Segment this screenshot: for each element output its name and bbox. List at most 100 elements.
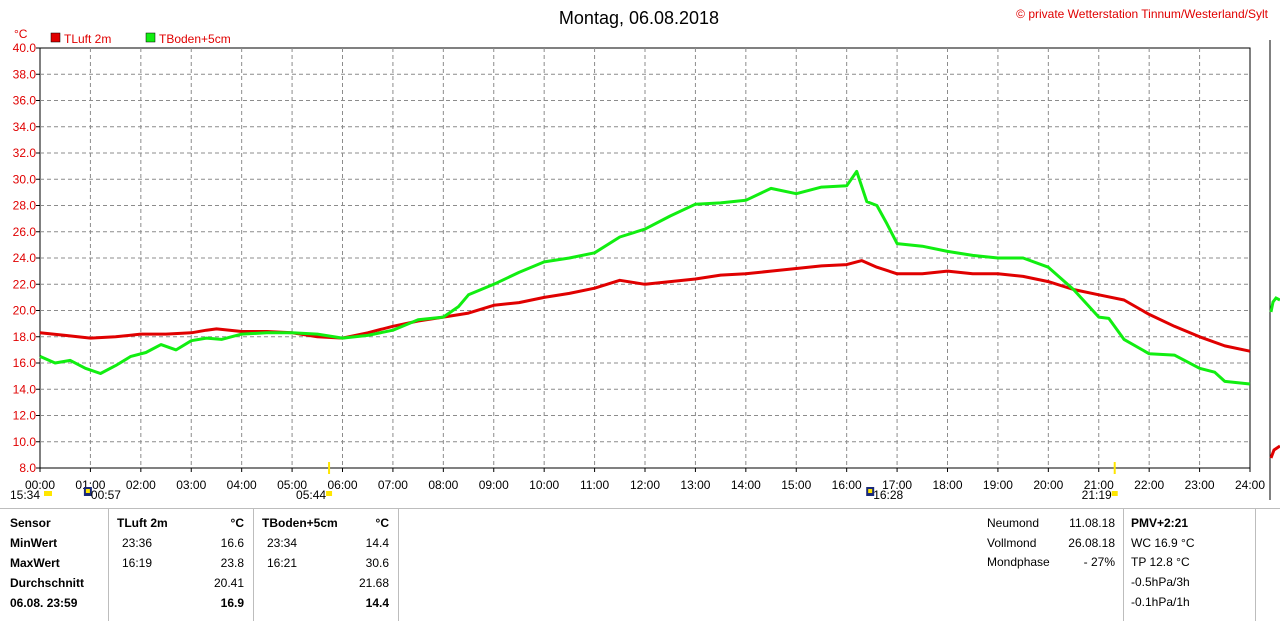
luft-avg: 20.41 — [213, 576, 244, 590]
pmv-pressure-3h: -0.5hPa/3h — [1131, 575, 1190, 589]
stats-divider-3 — [398, 508, 399, 621]
legend-swatch-luft — [50, 32, 61, 43]
luft-min-time: 23:36 — [122, 536, 153, 550]
chart-title: Montag, 06.08.2018 — [559, 8, 719, 28]
y-tick-label: 32.0 — [13, 146, 37, 160]
stats-divider-5 — [1255, 508, 1256, 621]
event-time-label: 00:57 — [91, 488, 121, 502]
x-tick-label: 06:00 — [327, 478, 357, 492]
x-tick-label: 09:00 — [479, 478, 509, 492]
luft-min-val: 16.6 — [220, 536, 244, 550]
grid — [40, 48, 1250, 468]
event-marker-moon: 16:28 — [866, 487, 904, 502]
x-tick-label: 14:00 — [731, 478, 761, 492]
sun-marker-icon — [44, 491, 52, 496]
x-tick-label: 10:00 — [529, 478, 559, 492]
event-time-label: 21:19 — [1082, 488, 1112, 502]
y-tick-label: 14.0 — [13, 382, 37, 396]
pmv-pressure-1h: -0.1hPa/1h — [1131, 595, 1190, 609]
event-time-label: 15:34 — [10, 488, 40, 502]
event-time-label: 16:28 — [873, 488, 903, 502]
y-tick-label: 36.0 — [13, 94, 37, 108]
event-time-label: 05:44 — [296, 488, 326, 502]
x-tick-label: 04:00 — [227, 478, 257, 492]
boden-min-time: 23:34 — [267, 536, 298, 550]
stats-min-label: MinWert — [10, 536, 58, 550]
x-tick-label: 17:00 — [882, 478, 912, 492]
right-edge-strip — [1269, 40, 1280, 500]
vollmond-label: Vollmond — [987, 536, 1037, 550]
neumond-label: Neumond — [987, 516, 1040, 530]
event-marker-sunset: 21:19 — [1082, 462, 1118, 502]
series-lines — [39, 169, 1251, 386]
y-tick-label: 10.0 — [13, 435, 37, 449]
sun-moon-events: 15:34 00:57 05:44 16:28 21:19 — [10, 462, 1118, 502]
y-tick-label: 30.0 — [13, 172, 37, 186]
x-tick-label: 01:00 — [75, 478, 105, 492]
luft-current: 16.9 — [220, 596, 244, 610]
x-tick-label: 02:00 — [126, 478, 156, 492]
pmv-wc: WC 16.9 °C — [1131, 536, 1195, 550]
y-axis: 8.0 10.0 12.0 14.0 16.0 18.0 20.0 22.0 24.0 26.0 2… — [13, 41, 40, 475]
y-tick-label: 24.0 — [13, 251, 37, 265]
event-marker-sunset-prev: 15:34 — [10, 488, 52, 502]
y-tick-label: 16.0 — [13, 356, 37, 370]
stats-avg-label: Durchschnitt — [10, 576, 85, 590]
boden-max-time: 16:21 — [267, 556, 298, 570]
x-tick-label: 07:00 — [378, 478, 408, 492]
y-unit-label: °C — [14, 27, 28, 41]
y-tick-label: 12.0 — [13, 409, 37, 423]
y-tick-label: 34.0 — [13, 120, 37, 134]
legend-label-luft: TLuft 2m — [64, 32, 111, 46]
x-tick-label: 21:00 — [1084, 478, 1114, 492]
x-tick-label: 16:00 — [832, 478, 862, 492]
luft-name: TLuft 2m — [117, 516, 168, 530]
boden-max-val: 30.6 — [365, 556, 389, 570]
stats-divider-1 — [108, 508, 109, 621]
vollmond-date: 26.08.18 — [1068, 536, 1115, 550]
y-tick-label: 40.0 — [13, 41, 37, 55]
boden-name: TBoden+5cm — [262, 516, 338, 530]
x-tick-label: 18:00 — [932, 478, 962, 492]
x-axis: 00:00 01:00 02:00 03:00 04:00 05:00 06:00 07:00… — [25, 468, 1265, 492]
mondphase-value: - 27% — [1083, 555, 1115, 569]
stats-date-label: 06.08. 23:59 — [10, 596, 78, 610]
x-tick-label: 15:00 — [781, 478, 811, 492]
boden-avg: 21.68 — [358, 576, 389, 590]
pmv-title: PMV+2:21 — [1131, 516, 1189, 530]
luft-unit: °C — [230, 516, 244, 530]
x-tick-label: 24:00 — [1235, 478, 1265, 492]
y-tick-label: 28.0 — [13, 199, 37, 213]
x-tick-label: 00:00 — [25, 478, 55, 492]
luft-max-time: 16:19 — [122, 556, 153, 570]
boden-min-val: 14.4 — [365, 536, 389, 550]
x-tick-label: 05:00 — [277, 478, 307, 492]
x-tick-label: 13:00 — [680, 478, 710, 492]
y-tick-label: 22.0 — [13, 277, 37, 291]
moon-marker-dot — [85, 489, 90, 493]
legend-label-boden: TBoden+5cm — [159, 32, 231, 46]
sun-marker-icon — [326, 491, 333, 496]
mondphase-label: Mondphase — [987, 555, 1050, 569]
moon-marker-dot — [868, 489, 873, 493]
y-tick-label: 26.0 — [13, 225, 37, 239]
y-tick-label: 18.0 — [13, 330, 37, 344]
stats-divider-2 — [253, 508, 254, 621]
legend: TLuft 2m TBoden+5cm — [50, 32, 231, 46]
stats-divider-4 — [1123, 508, 1124, 621]
neumond-date: 11.08.18 — [1069, 516, 1115, 530]
event-marker-moon: 00:57 — [83, 487, 121, 502]
stats-top-divider — [0, 508, 1280, 509]
event-marker-sunrise: 05:44 — [296, 462, 333, 502]
legend-swatch-boden — [145, 32, 156, 43]
boden-unit: °C — [375, 516, 389, 530]
luft-max-val: 23.8 — [220, 556, 244, 570]
series-line-luft — [39, 259, 1251, 353]
x-tick-label: 22:00 — [1134, 478, 1164, 492]
x-tick-label: 11:00 — [580, 478, 609, 492]
stats-sensor-label: Sensor — [10, 516, 51, 530]
y-tick-label: 8.0 — [19, 461, 36, 475]
x-tick-label: 19:00 — [983, 478, 1013, 492]
y-tick-label: 38.0 — [13, 67, 37, 81]
